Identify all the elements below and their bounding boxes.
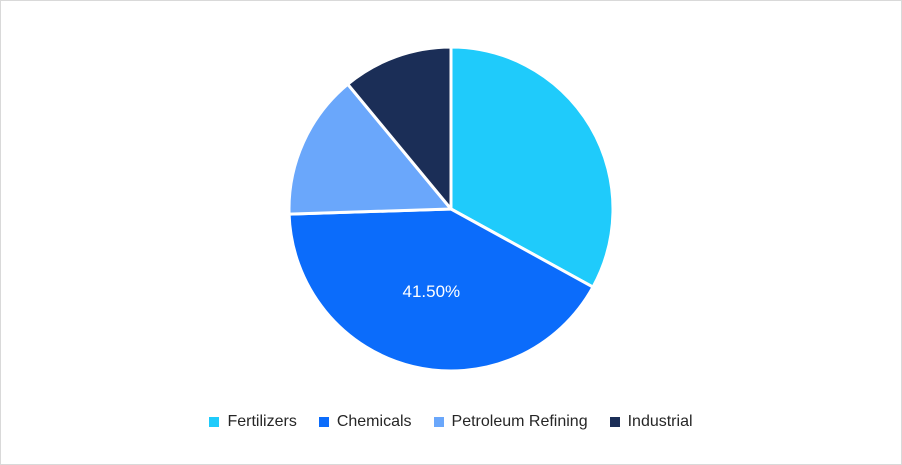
pie-slice-industrial: [346, 45, 453, 211]
chart-legend: Fertilizers Chemicals Petroleum Refining…: [1, 413, 901, 431]
legend-item-petroleum-refining: Petroleum Refining: [433, 413, 588, 431]
pie-slice-petroleum-refining: [287, 82, 453, 216]
legend-label-industrial: Industrial: [627, 413, 693, 430]
legend-label-fertilizers: Fertilizers: [227, 413, 297, 430]
pie-slice-chemicals: [287, 207, 595, 373]
legend-item-fertilizers: Fertilizers: [209, 413, 297, 431]
legend-swatch-fertilizers: [209, 417, 220, 427]
legend-swatch-chemicals: [318, 417, 329, 427]
pie-slice-fertilizers: [449, 45, 615, 289]
legend-item-chemicals: Chemicals: [318, 413, 412, 431]
legend-label-chemicals: Chemicals: [336, 413, 412, 430]
legend-swatch-petroleum-refining: [433, 417, 444, 427]
data-label-chemicals: 41.50%: [402, 282, 460, 301]
legend-item-industrial: Industrial: [609, 413, 693, 431]
legend-swatch-industrial: [609, 417, 620, 427]
legend-label-petroleum-refining: Petroleum Refining: [451, 413, 588, 430]
